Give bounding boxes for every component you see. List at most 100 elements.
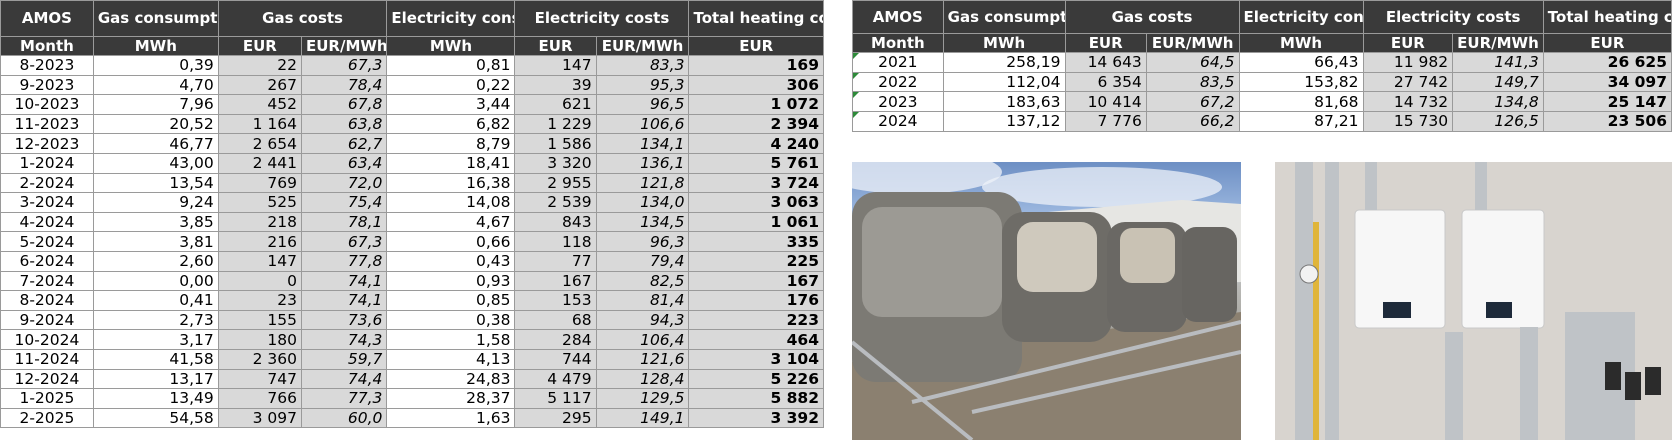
electricity-eur-cell[interactable]: 3 320	[514, 152, 597, 174]
electricity-eur-cell[interactable]: 27 742	[1362, 71, 1454, 93]
electricity-eur-cell[interactable]: 15 730	[1362, 111, 1454, 132]
total-cost-cell[interactable]: 3 063	[688, 192, 824, 213]
unit-header[interactable]: EUR	[688, 36, 824, 56]
electricity-eur-cell[interactable]: 167	[514, 270, 597, 292]
electricity-mwh-cell[interactable]: 0,85	[386, 290, 516, 311]
period-cell[interactable]: 9-2023	[0, 74, 94, 96]
period-cell[interactable]: 11-2024	[0, 348, 94, 370]
gas-eur-per-mwh-cell[interactable]: 60,0	[300, 407, 388, 429]
period-cell[interactable]: 1-2025	[0, 388, 94, 409]
period-cell[interactable]: 8-2024	[0, 290, 94, 311]
electricity-mwh-cell[interactable]: 87,21	[1238, 111, 1364, 132]
period-cell[interactable]: 6-2024	[0, 250, 94, 272]
period-cell[interactable]: 2-2025	[0, 407, 94, 429]
electricity-mwh-cell[interactable]: 28,37	[386, 388, 516, 409]
column-header[interactable]: Gas consumption	[942, 0, 1066, 34]
total-cost-cell[interactable]: 306	[688, 74, 824, 96]
gas-mwh-cell[interactable]: 3,85	[92, 211, 219, 233]
total-cost-cell[interactable]: 3 104	[688, 348, 824, 370]
electricity-eur-per-mwh-cell[interactable]: 126,5	[1452, 111, 1544, 132]
gas-eur-cell[interactable]: 180	[217, 329, 303, 350]
electricity-eur-cell[interactable]: 2 539	[514, 192, 597, 213]
electricity-eur-cell[interactable]: 77	[514, 250, 597, 272]
gas-eur-cell[interactable]: 2 654	[217, 133, 303, 154]
gas-mwh-cell[interactable]: 2,60	[92, 250, 219, 272]
period-cell[interactable]: 3-2024	[0, 192, 94, 213]
unit-header[interactable]: EUR/MWh	[595, 36, 690, 56]
electricity-mwh-cell[interactable]: 24,83	[386, 368, 516, 390]
electricity-mwh-cell[interactable]: 0,43	[386, 250, 516, 272]
electricity-mwh-cell[interactable]: 18,41	[386, 152, 516, 174]
unit-header[interactable]: EUR	[217, 36, 303, 56]
electricity-eur-per-mwh-cell[interactable]: 149,7	[1452, 71, 1544, 93]
total-cost-cell[interactable]: 2 394	[688, 113, 824, 135]
gas-eur-per-mwh-cell[interactable]: 77,8	[300, 250, 388, 272]
gas-eur-per-mwh-cell[interactable]: 73,6	[300, 309, 388, 331]
electricity-mwh-cell[interactable]: 14,08	[386, 192, 516, 213]
electricity-eur-per-mwh-cell[interactable]: 149,1	[595, 407, 690, 429]
gas-eur-cell[interactable]: 747	[217, 368, 303, 390]
total-cost-cell[interactable]: 169	[688, 55, 824, 76]
unit-header[interactable]: MWh	[386, 36, 516, 56]
gas-eur-cell[interactable]: 7 776	[1064, 111, 1147, 132]
electricity-eur-per-mwh-cell[interactable]: 83,3	[595, 55, 690, 76]
column-header[interactable]: Total heating costs	[688, 0, 824, 37]
unit-header[interactable]: EUR	[514, 36, 597, 56]
gas-mwh-cell[interactable]: 7,96	[92, 94, 219, 115]
electricity-eur-cell[interactable]: 153	[514, 290, 597, 311]
gas-eur-cell[interactable]: 22	[217, 55, 303, 76]
electricity-eur-cell[interactable]: 1 229	[514, 113, 597, 135]
gas-eur-cell[interactable]: 2 360	[217, 348, 303, 370]
gas-mwh-cell[interactable]: 43,00	[92, 152, 219, 174]
electricity-eur-per-mwh-cell[interactable]: 129,5	[595, 388, 690, 409]
electricity-mwh-cell[interactable]: 1,63	[386, 407, 516, 429]
unit-header[interactable]: EUR/MWh	[1145, 33, 1240, 53]
gas-eur-per-mwh-cell[interactable]: 77,3	[300, 388, 388, 409]
electricity-mwh-cell[interactable]: 66,43	[1238, 52, 1364, 73]
gas-mwh-cell[interactable]: 54,58	[92, 407, 219, 429]
gas-mwh-cell[interactable]: 13,49	[92, 388, 219, 409]
total-cost-cell[interactable]: 1 072	[688, 94, 824, 115]
gas-eur-cell[interactable]: 155	[217, 309, 303, 331]
electricity-mwh-cell[interactable]: 16,38	[386, 172, 516, 194]
total-cost-cell[interactable]: 23 506	[1542, 111, 1672, 132]
gas-eur-per-mwh-cell[interactable]: 72,0	[300, 172, 388, 194]
electricity-mwh-cell[interactable]: 8,79	[386, 133, 516, 154]
gas-mwh-cell[interactable]: 20,52	[92, 113, 219, 135]
period-cell[interactable]: 8-2023	[0, 55, 94, 76]
total-cost-cell[interactable]: 26 625	[1542, 52, 1672, 73]
electricity-eur-per-mwh-cell[interactable]: 121,6	[595, 348, 690, 370]
electricity-eur-per-mwh-cell[interactable]: 81,4	[595, 290, 690, 311]
period-cell[interactable]: 11-2023	[0, 113, 94, 135]
gas-eur-cell[interactable]: 1 164	[217, 113, 303, 135]
period-cell[interactable]: 10-2023	[0, 94, 94, 115]
electricity-eur-cell[interactable]: 1 586	[514, 133, 597, 154]
electricity-eur-cell[interactable]: 147	[514, 55, 597, 76]
column-header[interactable]: Electricity costs	[1362, 0, 1544, 34]
electricity-eur-per-mwh-cell[interactable]: 128,4	[595, 368, 690, 390]
electricity-eur-cell[interactable]: 2 955	[514, 172, 597, 194]
unit-header[interactable]: EUR	[1542, 33, 1672, 53]
unit-header[interactable]: EUR	[1064, 33, 1147, 53]
electricity-eur-cell[interactable]: 118	[514, 231, 597, 252]
electricity-eur-cell[interactable]: 14 732	[1362, 91, 1454, 113]
electricity-eur-per-mwh-cell[interactable]: 136,1	[595, 152, 690, 174]
gas-eur-per-mwh-cell[interactable]: 78,4	[300, 74, 388, 96]
column-header[interactable]: Gas costs	[217, 0, 388, 37]
unit-header[interactable]: EUR/MWh	[300, 36, 388, 56]
unit-header[interactable]: Month	[0, 36, 94, 56]
electricity-eur-per-mwh-cell[interactable]: 106,4	[595, 329, 690, 350]
total-cost-cell[interactable]: 225	[688, 250, 824, 272]
period-cell[interactable]: 2022	[852, 71, 944, 93]
total-cost-cell[interactable]: 167	[688, 270, 824, 292]
electricity-eur-per-mwh-cell[interactable]: 141,3	[1452, 52, 1544, 73]
electricity-eur-per-mwh-cell[interactable]: 121,8	[595, 172, 690, 194]
gas-mwh-cell[interactable]: 13,54	[92, 172, 219, 194]
gas-mwh-cell[interactable]: 112,04	[942, 71, 1066, 93]
gas-mwh-cell[interactable]: 183,63	[942, 91, 1066, 113]
gas-eur-per-mwh-cell[interactable]: 67,3	[300, 55, 388, 76]
electricity-eur-cell[interactable]: 295	[514, 407, 597, 429]
electricity-eur-per-mwh-cell[interactable]: 134,8	[1452, 91, 1544, 113]
electricity-mwh-cell[interactable]: 0,22	[386, 74, 516, 96]
gas-eur-per-mwh-cell[interactable]: 67,2	[1145, 91, 1240, 113]
